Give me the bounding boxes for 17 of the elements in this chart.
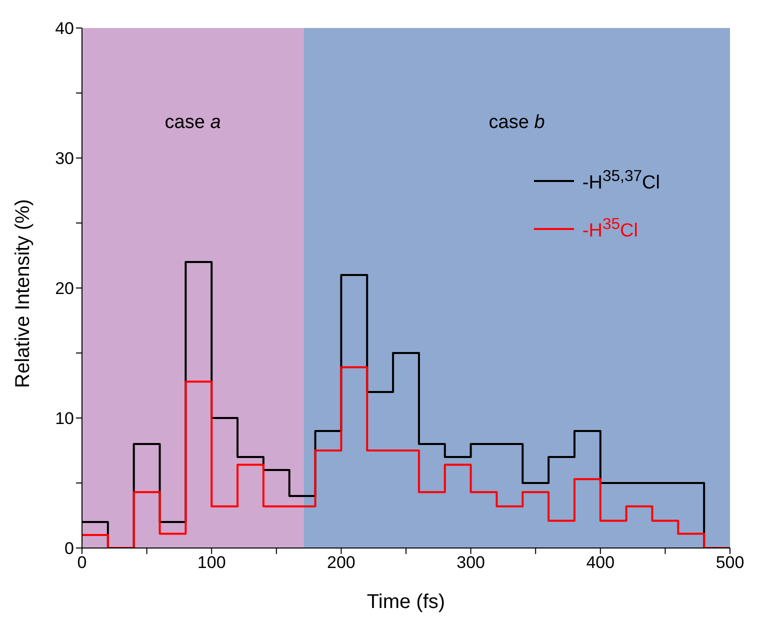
x-tick-label: 300 (456, 553, 485, 572)
y-tick-label: 10 (55, 409, 74, 428)
band-label: case a (164, 112, 221, 133)
x-tick-label: 500 (716, 553, 744, 572)
y-tick-label: 20 (55, 279, 74, 298)
y-axis-title: Relative Intensity (%) (12, 199, 34, 388)
x-tick-label: 200 (327, 553, 356, 572)
x-axis-title: Time (fs) (366, 591, 446, 613)
y-tick-label: 0 (64, 539, 74, 558)
band-label: case b (488, 112, 545, 133)
legend-label: -H$^{35}$Cl (582, 216, 638, 243)
x-tick-label: 400 (586, 553, 615, 572)
y-tick-label: 30 (55, 149, 74, 168)
x-tick-label: 0 (77, 553, 87, 572)
y-tick-label: 40 (55, 19, 74, 38)
legend-label: -H$^{35,37}$Cl (582, 168, 660, 194)
x-tick-label: 100 (197, 553, 226, 572)
